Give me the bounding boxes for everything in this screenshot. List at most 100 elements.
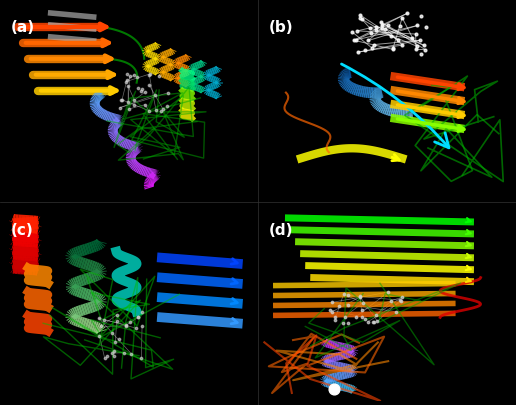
Point bbox=[116, 105, 124, 112]
Point bbox=[398, 15, 406, 22]
Point bbox=[141, 90, 150, 96]
Point bbox=[367, 31, 375, 37]
Point bbox=[112, 312, 121, 318]
Point bbox=[328, 309, 336, 315]
Point bbox=[359, 300, 367, 306]
Point bbox=[389, 45, 397, 52]
Text: (a): (a) bbox=[10, 20, 35, 35]
Point bbox=[372, 312, 380, 318]
Point bbox=[95, 315, 103, 322]
Text: (d): (d) bbox=[268, 223, 293, 238]
Point bbox=[110, 348, 119, 354]
Point bbox=[408, 36, 416, 43]
Point bbox=[397, 298, 406, 305]
Point bbox=[108, 350, 116, 357]
Point bbox=[361, 316, 369, 322]
Point bbox=[413, 44, 421, 50]
Text: (c): (c) bbox=[10, 223, 33, 238]
Point bbox=[340, 291, 348, 298]
Point bbox=[422, 25, 430, 31]
Point bbox=[115, 335, 123, 342]
Point bbox=[397, 294, 406, 301]
Point bbox=[369, 319, 377, 326]
Point bbox=[122, 322, 131, 328]
Point bbox=[117, 97, 125, 104]
Point bbox=[392, 309, 400, 315]
Point bbox=[421, 47, 429, 54]
Point bbox=[416, 13, 425, 20]
Point bbox=[130, 98, 138, 104]
Point bbox=[377, 20, 385, 27]
Point bbox=[130, 102, 138, 109]
Point bbox=[331, 316, 339, 323]
Point bbox=[127, 351, 135, 357]
Point bbox=[101, 355, 109, 362]
Point bbox=[124, 100, 132, 106]
Point bbox=[398, 43, 407, 49]
Point bbox=[123, 72, 131, 78]
Point bbox=[356, 294, 364, 300]
Point bbox=[358, 314, 366, 320]
Point bbox=[358, 17, 366, 23]
Point bbox=[354, 50, 362, 56]
Point bbox=[370, 42, 378, 49]
Point bbox=[364, 319, 372, 325]
Point bbox=[364, 38, 373, 45]
Point bbox=[340, 320, 348, 326]
Point bbox=[134, 314, 142, 321]
Point bbox=[109, 353, 118, 359]
Point bbox=[134, 314, 142, 321]
Point bbox=[123, 78, 131, 84]
Point bbox=[356, 294, 364, 301]
Point bbox=[389, 47, 397, 53]
Point bbox=[330, 386, 338, 392]
Point bbox=[396, 297, 405, 304]
Point bbox=[158, 106, 167, 113]
Point bbox=[396, 23, 404, 30]
Point bbox=[387, 298, 395, 304]
Point bbox=[112, 318, 121, 324]
Point bbox=[103, 353, 111, 360]
Point bbox=[373, 318, 381, 325]
Point bbox=[328, 299, 336, 306]
Point bbox=[394, 38, 402, 44]
Text: (b): (b) bbox=[268, 20, 293, 35]
Point bbox=[100, 317, 108, 323]
Point bbox=[157, 109, 165, 115]
Point bbox=[118, 98, 126, 104]
Point bbox=[358, 307, 366, 313]
Point bbox=[124, 84, 132, 90]
Point bbox=[141, 102, 149, 109]
Point bbox=[125, 107, 133, 113]
Point bbox=[130, 72, 138, 79]
Point bbox=[335, 303, 343, 310]
Point bbox=[381, 26, 390, 33]
Point bbox=[145, 108, 153, 115]
Point bbox=[163, 103, 171, 110]
Point bbox=[361, 47, 369, 54]
Point bbox=[108, 330, 116, 337]
Point bbox=[411, 32, 420, 38]
Point bbox=[125, 319, 134, 325]
Point bbox=[125, 74, 134, 80]
Point bbox=[120, 350, 128, 356]
Point bbox=[344, 302, 352, 309]
Point bbox=[152, 107, 160, 114]
Point bbox=[412, 47, 420, 53]
Point bbox=[146, 71, 154, 78]
Point bbox=[370, 319, 378, 325]
Point bbox=[145, 72, 153, 79]
Point bbox=[366, 26, 374, 32]
Point bbox=[95, 333, 104, 339]
Point bbox=[151, 92, 159, 99]
Point bbox=[137, 354, 146, 361]
Point bbox=[352, 314, 360, 320]
Point bbox=[122, 323, 130, 329]
Point bbox=[138, 86, 146, 93]
Point bbox=[348, 30, 356, 36]
Point bbox=[367, 45, 376, 52]
Point bbox=[378, 26, 386, 32]
Point bbox=[372, 24, 380, 31]
Point bbox=[138, 309, 147, 315]
Point bbox=[353, 29, 362, 35]
